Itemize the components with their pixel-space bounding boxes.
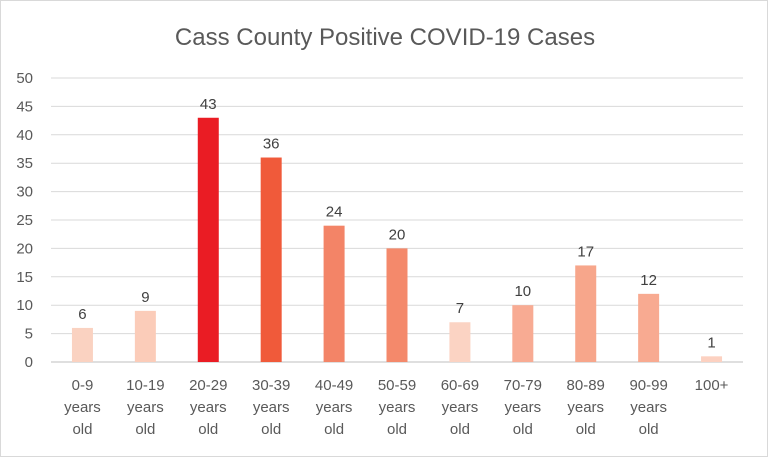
y-tick-label: 50 <box>16 70 33 87</box>
bar <box>323 225 345 362</box>
bar <box>449 322 471 362</box>
x-category-line: years <box>253 399 290 416</box>
x-category-label: 90-99 years old <box>629 377 667 438</box>
x-axis-categories: 0-9yearsold10-19yearsold20-29yearsold30-… <box>64 377 729 438</box>
x-category-line: years <box>567 399 604 416</box>
x-category-line: 20-29 <box>189 377 227 394</box>
bar <box>71 327 93 362</box>
bar <box>575 265 597 362</box>
x-category-label: 60-69 years old <box>441 377 479 438</box>
x-category-line: 70-79 <box>504 377 542 394</box>
x-category-line: years <box>504 399 541 416</box>
x-category-line: 60-69 <box>441 377 479 394</box>
data-label: 7 <box>456 300 464 317</box>
bars <box>71 117 723 362</box>
y-tick-label: 30 <box>16 184 33 201</box>
x-category-line: old <box>513 421 533 438</box>
x-category-line: 30-39 <box>252 377 290 394</box>
bar <box>512 305 534 362</box>
x-category-label: 30-39 years old <box>252 377 290 438</box>
data-label: 36 <box>263 136 280 153</box>
x-category-line: old <box>261 421 281 438</box>
x-category-line: old <box>198 421 218 438</box>
x-category-line: old <box>639 421 659 438</box>
x-category-line: 50-59 <box>378 377 416 394</box>
y-tick-label: 15 <box>16 269 33 286</box>
x-category-label: 40-49 years old <box>315 377 353 438</box>
x-category-line: years <box>630 399 667 416</box>
x-category-line: old <box>387 421 407 438</box>
x-category-line: old <box>576 421 596 438</box>
y-tick-label: 10 <box>16 297 33 314</box>
data-label: 17 <box>577 243 594 260</box>
data-label: 9 <box>141 289 149 306</box>
chart-title: Cass County Positive COVID-19 Cases <box>175 24 595 51</box>
bar <box>701 356 723 362</box>
x-category-line: 80-89 <box>567 377 605 394</box>
x-category-line: 10-19 <box>126 377 164 394</box>
x-category-label: 20-29 years old <box>189 377 227 438</box>
x-category-line: 100+ <box>695 377 729 394</box>
y-tick-label: 25 <box>16 212 33 229</box>
data-label: 43 <box>200 96 217 113</box>
y-tick-label: 20 <box>16 240 33 257</box>
x-category-label: 80-89 years old <box>567 377 605 438</box>
y-tick-label: 40 <box>16 127 33 144</box>
bar <box>197 117 219 362</box>
bar <box>386 248 408 362</box>
x-category-line: years <box>379 399 416 416</box>
y-axis-ticks: 0 5 10 15 20 25 30 35 40 45 50 <box>16 70 33 371</box>
data-label: 6 <box>78 306 86 323</box>
y-tick-label: 5 <box>25 326 33 343</box>
x-category-line: 40-49 <box>315 377 353 394</box>
x-category-label: 10-19 years old <box>126 377 164 438</box>
y-tick-label: 35 <box>16 155 33 172</box>
x-category-label: 50-59 years old <box>378 377 416 438</box>
x-category-label: 100+ <box>695 377 729 394</box>
x-category-line: years <box>190 399 227 416</box>
x-category-line: old <box>450 421 470 438</box>
data-labels: 6 9 43 36 24 20 7 10 17 12 1 <box>78 96 715 352</box>
y-tick-label: 0 <box>25 354 33 371</box>
data-label: 12 <box>640 272 657 289</box>
x-category-line: old <box>72 421 92 438</box>
x-category-label: 0-9 years old <box>64 377 101 438</box>
data-label: 1 <box>707 334 715 351</box>
bar <box>260 157 282 362</box>
x-category-line: years <box>442 399 479 416</box>
bar <box>638 293 660 362</box>
x-category-line: years <box>316 399 353 416</box>
bar <box>134 310 156 362</box>
x-category-label: 70-79 years old <box>504 377 542 438</box>
y-tick-label: 45 <box>16 98 33 115</box>
data-label: 10 <box>514 283 531 300</box>
x-category-line: years <box>64 399 101 416</box>
x-category-line: 0-9 <box>72 377 94 394</box>
x-category-line: 90-99 <box>629 377 667 394</box>
data-label: 24 <box>326 204 343 221</box>
x-category-line: years <box>127 399 164 416</box>
data-label: 20 <box>389 226 406 243</box>
x-category-line: old <box>135 421 155 438</box>
x-category-line: old <box>324 421 344 438</box>
